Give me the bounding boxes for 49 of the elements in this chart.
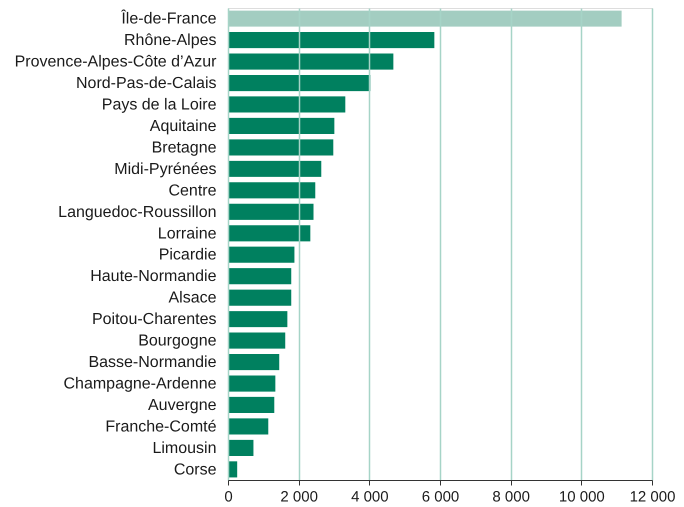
bar: [228, 74, 370, 92]
y-tick-label: Poitou-Charentes: [92, 311, 216, 328]
bar: [228, 396, 274, 414]
y-tick-label: Île-de-France: [120, 10, 217, 28]
bar: [228, 290, 292, 306]
bar: [228, 332, 286, 349]
x-tick-label: 0: [224, 488, 233, 506]
bar: [228, 225, 310, 242]
x-tick-label: 12 000: [630, 488, 676, 506]
bar: [228, 204, 314, 220]
bar: [228, 354, 280, 370]
bar: [228, 311, 288, 328]
y-tick-label: Pays de la Loire: [102, 96, 217, 114]
y-tick-label: Lorraine: [158, 225, 217, 242]
y-tick-label: Midi-Pyrénées: [114, 160, 216, 178]
bar: [228, 440, 254, 456]
x-tick-label: 6 000: [422, 488, 460, 506]
bar: [228, 118, 334, 134]
y-tick-label: Auvergne: [148, 396, 217, 414]
bar: [228, 375, 276, 392]
y-tick-label: Corse: [174, 461, 217, 478]
y-tick-label: Picardie: [158, 246, 217, 264]
x-tick-label: 2 000: [280, 488, 318, 506]
y-tick-label: Bretagne: [152, 139, 217, 156]
y-tick-label: Bourgogne: [138, 332, 217, 350]
y-tick-label: Provence-Alpes-Côte d’Azur: [14, 54, 218, 71]
bar: [228, 182, 316, 198]
y-tick-label: Limousin: [152, 440, 216, 457]
bar: [228, 418, 268, 434]
bar: [228, 54, 394, 70]
y-tick-label: Rhône-Alpes: [124, 32, 216, 50]
x-tick-label: 4 000: [351, 488, 389, 506]
y-tick-label: Nord-Pas-de-Calais: [76, 75, 216, 92]
y-tick-label: Centre: [168, 182, 217, 200]
bar: [228, 246, 294, 263]
bar: [228, 139, 334, 156]
y-tick-label: Basse-Normandie: [88, 354, 217, 372]
bar: [228, 96, 346, 113]
x-tick-label: 8 000: [492, 488, 530, 506]
bar: [228, 160, 322, 177]
y-tick-label: Haute-Normandie: [90, 268, 217, 286]
y-tick-label: Languedoc-Roussillon: [58, 204, 216, 221]
y-tick-label: Aquitaine: [150, 118, 217, 135]
bar: [228, 32, 434, 48]
y-tick-label: Alsace: [168, 290, 217, 307]
x-tick-label: 10 000: [558, 488, 605, 506]
y-tick-label: Champagne-Ardenne: [64, 376, 217, 393]
y-tick-label: Franche-Comté: [105, 418, 217, 436]
bar: [228, 268, 292, 284]
